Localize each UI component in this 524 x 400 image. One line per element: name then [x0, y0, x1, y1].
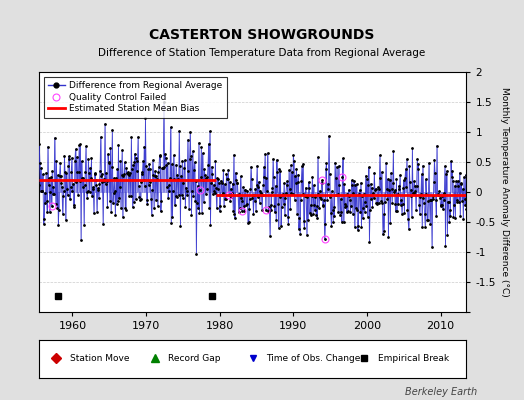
Text: Empirical Break: Empirical Break	[377, 354, 449, 363]
Text: Station Move: Station Move	[70, 354, 129, 363]
Text: Time of Obs. Change: Time of Obs. Change	[267, 354, 361, 363]
Text: Difference of Station Temperature Data from Regional Average: Difference of Station Temperature Data f…	[99, 48, 425, 58]
Text: Record Gap: Record Gap	[168, 354, 221, 363]
Text: CASTERTON SHOWGROUNDS: CASTERTON SHOWGROUNDS	[149, 28, 375, 42]
Legend: Difference from Regional Average, Quality Control Failed, Estimated Station Mean: Difference from Regional Average, Qualit…	[44, 76, 227, 118]
Y-axis label: Monthly Temperature Anomaly Difference (°C): Monthly Temperature Anomaly Difference (…	[500, 87, 509, 297]
Text: Berkeley Earth: Berkeley Earth	[405, 387, 477, 397]
